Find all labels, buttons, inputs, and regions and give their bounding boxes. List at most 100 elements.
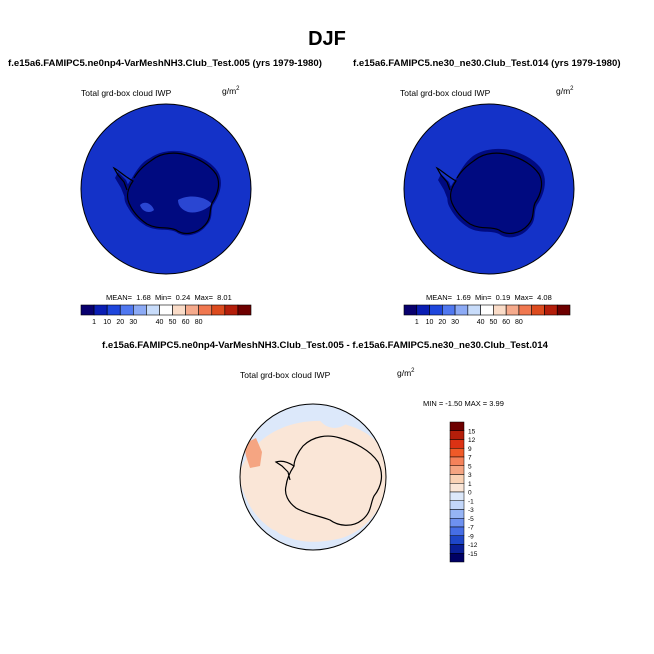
right-antarctica-field: [447, 148, 545, 238]
left-lightpatch-1: [178, 196, 212, 213]
colorbar-box: [449, 465, 465, 475]
colorbar-box: [449, 535, 465, 545]
diff-minmax: MIN = -1.50 MAX = 3.99: [423, 399, 504, 408]
left-units: g/m2: [222, 86, 240, 96]
colorbar-box: [449, 430, 465, 440]
colorbar-tick-label: 60: [182, 319, 190, 326]
colorbar-box: [80, 304, 95, 316]
right-peninsula-field: [438, 174, 454, 200]
right-coastline: [435, 152, 543, 235]
colorbar-box: [449, 526, 465, 536]
colorbar-box: [454, 304, 469, 316]
colorbar-tick-label: -3: [468, 507, 474, 514]
right-map: [404, 104, 574, 274]
colorbar-tick-label: -9: [468, 533, 474, 540]
colorbar-tick-label: -7: [468, 525, 474, 532]
left-lightpatch-2: [140, 202, 154, 213]
diff-positive-region-1: [240, 420, 386, 542]
colorbar-box: [449, 448, 465, 458]
colorbar-tick-label: 0: [468, 490, 472, 497]
colorbar-box: [211, 304, 226, 316]
colorbar-box: [237, 304, 252, 316]
colorbar-tick-label: 20: [116, 319, 124, 326]
colorbar-tick-label: 1: [415, 319, 419, 326]
colorbar-tick-label: -12: [468, 542, 478, 549]
right-field-name: Total grd-box cloud IWP: [400, 88, 491, 98]
diff-map: [240, 404, 386, 550]
colorbar-box: [518, 304, 532, 316]
colorbar-box: [159, 304, 173, 316]
colorbar-box: [442, 304, 456, 316]
right-panel-title: f.e15a6.FAMIPC5.ne30_ne30.Club_Test.014 …: [353, 58, 621, 69]
season-title: DJF: [308, 28, 346, 50]
colorbar-box: [531, 304, 545, 316]
colorbar-box: [429, 304, 443, 316]
diff-colorbar: 15 12 9 75 3 1 0-1 -3 -5 -7-9 -12 -15: [449, 421, 478, 563]
colorbar-box: [403, 304, 418, 316]
colorbar-tick-label: -5: [468, 516, 474, 523]
diff-coastline: [274, 435, 383, 526]
colorbar-box: [449, 456, 465, 466]
colorbar-box: [172, 304, 186, 316]
colorbar-box: [449, 544, 465, 554]
diff-field-name: Total grd-box cloud IWP: [240, 370, 331, 380]
colorbar-box: [93, 304, 108, 316]
colorbar-tick-label: 12: [468, 437, 476, 444]
colorbar-tick-label: 30: [129, 319, 137, 326]
colorbar-tick-label: 80: [195, 319, 203, 326]
left-stats: MEAN= 1.68 Min= 0.24 Max= 8.01: [106, 293, 232, 302]
left-antarctica-field: [124, 150, 221, 236]
colorbar-tick-label: 40: [156, 319, 164, 326]
colorbar-tick-label: 9: [468, 446, 472, 453]
left-coastline: [112, 152, 220, 235]
colorbar-box: [449, 483, 465, 493]
diff-panel-title: f.e15a6.FAMIPC5.ne0np4-VarMeshNH3.Club_T…: [102, 340, 548, 351]
left-panel-title: f.e15a6.FAMIPC5.ne0np4-VarMeshNH3.Club_T…: [8, 58, 322, 69]
left-peninsula-field: [115, 172, 131, 198]
colorbar-box: [185, 304, 199, 316]
left-map: [81, 104, 251, 274]
colorbar-box: [119, 304, 134, 316]
colorbar-box: [556, 304, 571, 316]
colorbar-tick-label: -1: [468, 498, 474, 505]
colorbar-box: [467, 304, 481, 316]
colorbar-tick-label: 80: [515, 319, 523, 326]
colorbar-box: [198, 304, 213, 316]
colorbar-box: [544, 304, 558, 316]
colorbar-tick-label: 10: [426, 319, 434, 326]
colorbar-box: [449, 491, 465, 501]
colorbar-box: [146, 304, 160, 316]
colorbar-tick-label: 40: [477, 319, 485, 326]
colorbar-tick-label: 15: [468, 428, 476, 435]
colorbar-box: [449, 439, 465, 449]
colorbar-box: [505, 304, 520, 316]
colorbar-box: [133, 304, 147, 316]
colorbar-box: [416, 304, 430, 316]
right-colorbar: 1 10 20 30 40 50 60 80: [403, 304, 571, 326]
diff-map-border: [239, 403, 387, 551]
colorbar-box: [224, 304, 239, 316]
colorbar-tick-label: 1: [92, 319, 96, 326]
colorbar-box: [493, 304, 507, 316]
colorbar-box: [449, 553, 465, 563]
colorbar-tick-label: 1: [468, 481, 472, 488]
left-field-name: Total grd-box cloud IWP: [81, 88, 172, 98]
colorbar-tick-label: 50: [169, 319, 177, 326]
right-map-border: [403, 103, 575, 275]
right-stats: MEAN= 1.69 Min= 0.19 Max= 4.08: [426, 293, 552, 302]
diff-negative-patch-1: [318, 416, 346, 428]
colorbar-tick-label: -15: [468, 551, 478, 558]
colorbar-box: [449, 421, 465, 431]
colorbar-box: [449, 509, 465, 519]
colorbar-tick-label: 3: [468, 472, 472, 479]
diff-strong-patch: [244, 438, 262, 468]
colorbar-tick-label: 60: [502, 319, 510, 326]
colorbar-tick-label: 20: [438, 319, 446, 326]
colorbar-box: [449, 518, 465, 528]
colorbar-tick-label: 50: [489, 319, 497, 326]
colorbar-tick-label: 5: [468, 463, 472, 470]
colorbar-box: [480, 304, 494, 316]
left-colorbar: 1 10 20 30 40 50 60 80: [80, 304, 252, 326]
colorbar-tick-label: 10: [103, 319, 111, 326]
